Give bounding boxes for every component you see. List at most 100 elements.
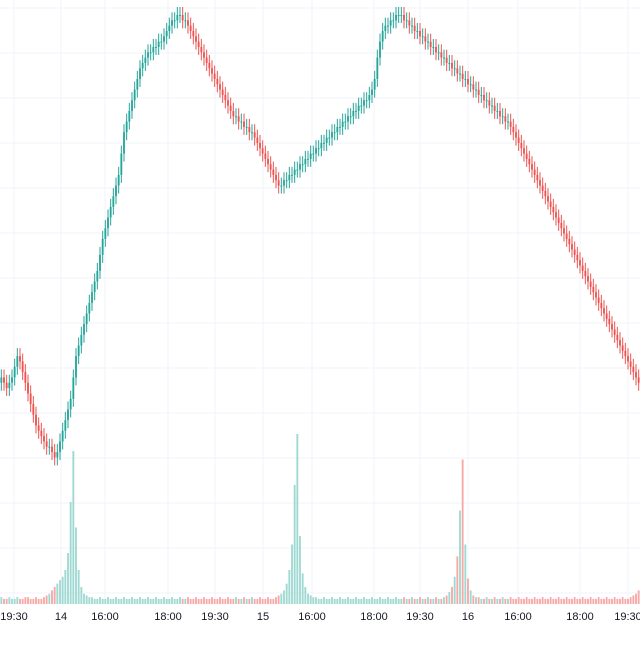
volume-bar [467, 578, 469, 604]
volume-bar [195, 597, 197, 604]
volume-bar [229, 598, 232, 604]
candle-body [517, 137, 520, 143]
candle-body [277, 180, 280, 186]
candle-body [509, 121, 512, 127]
candle-body [379, 41, 381, 58]
candle-body [269, 164, 272, 170]
volume-bar [389, 598, 392, 604]
candle-body [621, 345, 624, 351]
candle-body [157, 41, 160, 47]
volume-bar [523, 598, 525, 604]
candle-body [40, 430, 43, 437]
candle-body [88, 302, 91, 314]
volume-bar [371, 597, 373, 604]
candle-body [11, 377, 13, 383]
volume-bar [179, 597, 181, 604]
candle-body [301, 164, 304, 166]
candle-body [419, 30, 421, 37]
candle-body [93, 281, 96, 293]
volume-bar [280, 593, 283, 604]
candle-body [451, 62, 453, 69]
x-tick-label: 16:00 [91, 611, 119, 623]
candle-body [165, 30, 168, 37]
volume-bar [461, 459, 464, 604]
volume-bar [32, 598, 35, 604]
candle-body [216, 78, 219, 85]
candle-body [45, 441, 48, 447]
volume-bar [416, 598, 419, 604]
volume-bar [373, 598, 376, 604]
volume-bar [611, 598, 613, 604]
candle-body [227, 100, 229, 106]
volume-bar [59, 580, 61, 604]
candle-body [280, 185, 283, 187]
volume-bar [403, 597, 405, 604]
candle-body [541, 185, 544, 191]
candle-body [104, 228, 107, 239]
candle-body [432, 46, 435, 48]
candle-body [523, 148, 525, 154]
candle-body [147, 52, 149, 58]
volume-bar [35, 597, 37, 604]
candle-body [549, 201, 552, 207]
candle-body [189, 25, 192, 31]
volume-bar [16, 597, 19, 604]
candle-body [296, 169, 299, 171]
volume-bar [187, 597, 189, 604]
candle-body [77, 345, 80, 357]
volume-bar [408, 598, 411, 604]
volume-bar [363, 597, 365, 604]
candle-body [381, 30, 384, 42]
candle-body [352, 110, 355, 117]
volume-bar [267, 597, 269, 604]
grid-layer [0, 0, 640, 604]
volume-bar [285, 583, 288, 604]
candle-body [597, 297, 600, 303]
volume-bar [40, 598, 43, 604]
candle-body [181, 15, 184, 21]
volume-bar [349, 598, 352, 604]
volume-bar [291, 544, 293, 604]
candle-body [251, 132, 253, 134]
volume-bar [323, 597, 325, 604]
volume-bar [19, 598, 21, 604]
volume-bar [357, 598, 360, 604]
volume-bar [576, 598, 579, 604]
volume-bar [440, 598, 443, 604]
candle-body [608, 318, 611, 325]
candle-body [320, 142, 323, 149]
candle-body [128, 110, 131, 122]
volume-bar [27, 597, 29, 604]
volume-bar [504, 598, 507, 604]
volume-bar [24, 597, 27, 604]
candle-body [347, 116, 349, 122]
candle-body [5, 382, 8, 389]
candle-body [117, 174, 120, 186]
volume-bar [435, 597, 437, 604]
volume-bar [595, 598, 597, 604]
candle-body [539, 180, 541, 186]
volume-bar [589, 597, 592, 604]
candle-body [64, 420, 67, 431]
candle-body [469, 84, 472, 86]
candle-body [507, 121, 509, 123]
volume-bar [152, 598, 155, 604]
candle-body [384, 25, 387, 31]
candle-body [293, 169, 296, 175]
volume-bar [272, 598, 275, 604]
volume-bar [341, 598, 344, 604]
candle-body [53, 452, 56, 458]
candle-body [421, 36, 424, 38]
candle-body [555, 212, 557, 218]
candle-body [488, 100, 491, 106]
volume-bar [560, 598, 563, 604]
volume-bar [245, 598, 248, 604]
candle-body [528, 158, 531, 165]
volume-bar [69, 502, 72, 604]
candle-body [493, 105, 496, 111]
candle-body [32, 404, 35, 415]
volume-bar [520, 598, 523, 604]
volume-bar [181, 598, 184, 604]
volume-bar [21, 598, 24, 604]
x-tick-label: 18:00 [360, 611, 388, 623]
